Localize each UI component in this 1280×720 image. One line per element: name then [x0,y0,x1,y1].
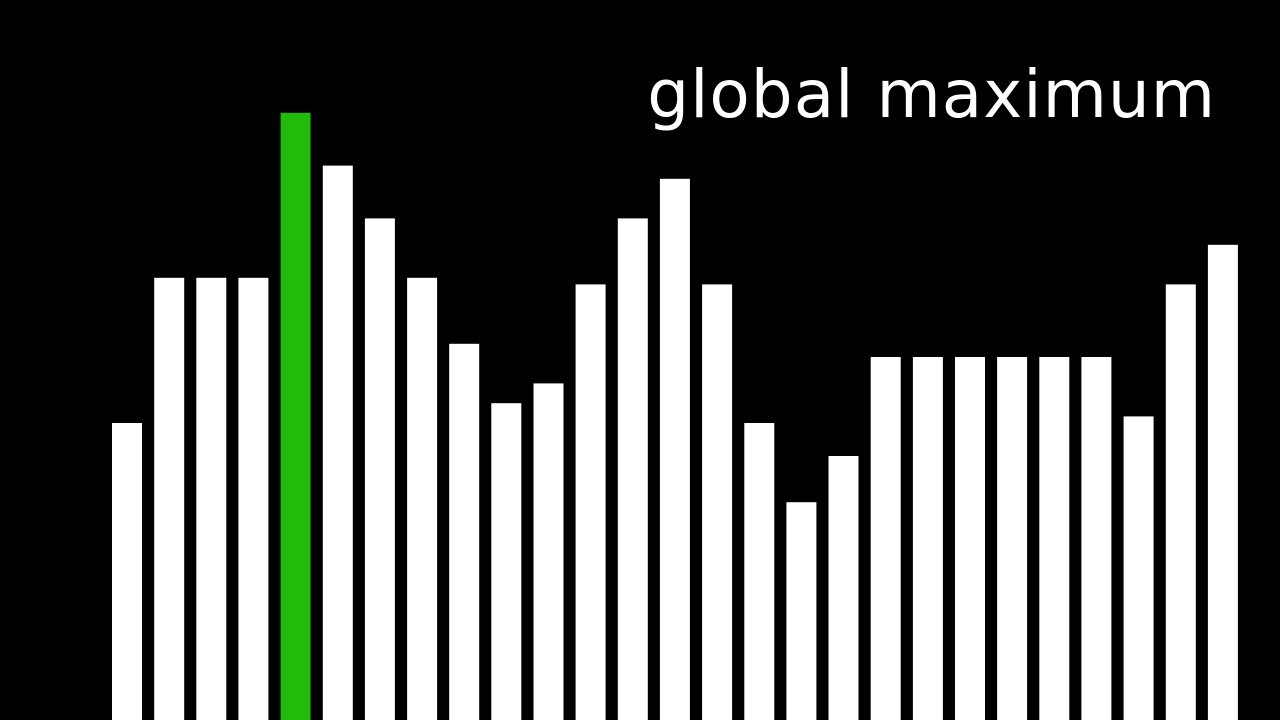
bar [997,357,1028,720]
bar-global-maximum [280,112,311,720]
bar [533,383,564,720]
bar [744,423,775,720]
bar [617,218,648,720]
bar [786,502,817,720]
bar [407,277,438,720]
bar [449,343,480,720]
bar [112,423,142,720]
bar [238,277,269,720]
bar [1207,244,1238,720]
global-maximum-label: global maximum [647,56,1216,133]
bar [912,357,943,720]
bar [154,277,185,720]
bar [491,403,522,720]
bar [1123,416,1154,720]
bar [575,284,606,720]
bar [322,165,353,720]
bar [702,284,733,720]
bar [1165,284,1196,720]
bar [828,456,859,720]
bar [1081,357,1112,720]
bar [196,277,227,720]
bar [955,357,985,720]
bar [659,178,690,720]
bar [1039,357,1070,720]
bar [870,357,901,720]
bar [364,218,395,720]
